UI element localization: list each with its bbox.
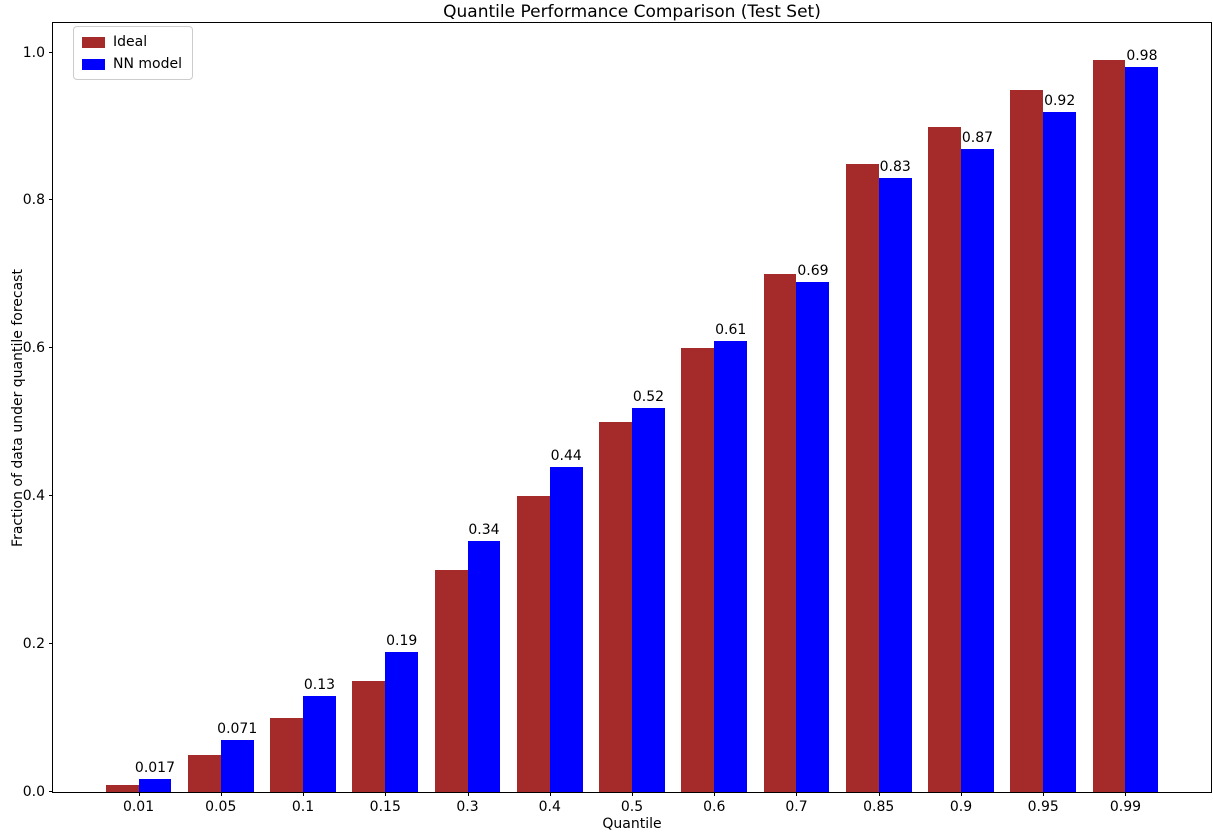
ideal-bar: [763, 274, 797, 792]
y-tick-mark: [49, 51, 53, 53]
x-tick-mark: [796, 792, 798, 796]
bar-value-label: 0.52: [632, 388, 665, 405]
plot-area: Ideal NN model 0.017 0.071 0.13 0.19 0.34 0.4…: [23, 22, 1212, 815]
bar-value-label: 0.98: [1126, 48, 1158, 65]
nn-model-bar: [549, 466, 583, 792]
nn-model-bar: [632, 407, 665, 792]
chart-title: Quantile Performance Comparison (Test Se…: [443, 2, 821, 22]
bar-value-label: 0.87: [961, 129, 994, 146]
x-tick-mark: [549, 792, 551, 796]
x-tick-mark: [1043, 792, 1045, 796]
nn-model-bar: [467, 540, 501, 792]
bar-value-label: 0.071: [217, 720, 258, 737]
x-tick-mark: [138, 792, 140, 796]
nn-model-bar: [960, 148, 994, 792]
x-tick-label: 0.3: [456, 799, 479, 815]
x-tick-mark: [385, 792, 387, 796]
x-tick-label: 0.01: [122, 799, 155, 815]
nn-model-bar: [878, 178, 912, 792]
x-axis-label: Quantile: [602, 816, 662, 832]
x-tick-label: 0.9: [949, 799, 973, 815]
y-tick-mark: [49, 199, 53, 201]
y-axis-label: Fraction of data under quantile forecast: [10, 269, 26, 547]
ideal-bar: [434, 570, 468, 792]
ideal-bar: [187, 755, 221, 792]
ideal-bar: [352, 681, 386, 792]
y-tick-label: 1.0: [22, 44, 45, 61]
nn-model-bar: [385, 651, 419, 792]
ideal-bar: [105, 784, 139, 792]
nn-model-bar: [303, 695, 336, 792]
ideal-bar: [599, 422, 632, 792]
ideal-bar: [928, 126, 961, 792]
x-tick-label: 0.05: [205, 799, 237, 815]
ideal-bar: [845, 163, 879, 792]
ideal-bar: [681, 348, 715, 792]
x-tick-mark: [303, 792, 305, 796]
x-tick-mark: [467, 792, 469, 796]
x-tick-label: 0.6: [703, 799, 726, 815]
ideal-bar: [516, 496, 550, 792]
ideal-bar: [270, 718, 304, 792]
legend-item-nn-model: NN model: [82, 56, 182, 72]
x-tick-mark: [714, 792, 716, 796]
x-tick-label: 0.95: [1027, 799, 1059, 815]
bar-value-label: 0.017: [134, 760, 176, 777]
ideal-bar: [1010, 89, 1044, 792]
y-tick-label: 0.4: [22, 488, 45, 505]
ideal-bar: [1092, 59, 1126, 792]
x-tick-label: 0.85: [863, 799, 895, 815]
legend-label-ideal: Ideal: [113, 34, 148, 50]
ideal-series-swatch: [82, 36, 105, 48]
x-tick-mark: [960, 792, 962, 796]
x-tick-label: 0.15: [369, 799, 401, 815]
bar-value-label: 0.19: [386, 632, 418, 649]
y-tick-label: 0.2: [22, 636, 45, 653]
bar-value-label: 0.61: [715, 321, 747, 338]
y-tick-label: 0.0: [22, 784, 45, 800]
y-tick-mark: [49, 643, 53, 645]
bar-value-label: 0.13: [303, 676, 336, 693]
x-tick-label: 0.1: [291, 799, 315, 815]
bar-value-label: 0.34: [468, 521, 500, 538]
bar-value-label: 0.92: [1044, 92, 1076, 109]
legend: Ideal NN model: [73, 26, 193, 80]
nn-model-bar: [796, 281, 830, 792]
y-tick-mark: [49, 347, 53, 349]
y-tick-label: 0.6: [22, 340, 45, 357]
bar-value-label: 0.83: [879, 159, 911, 176]
y-tick-mark: [49, 791, 53, 792]
nn-model-series-swatch: [82, 58, 105, 70]
nn-model-bar: [1125, 67, 1159, 792]
x-tick-label: 0.4: [538, 799, 561, 815]
y-tick-label: 0.8: [22, 192, 45, 209]
nn-model-bar: [220, 739, 254, 792]
nn-model-bar: [1043, 111, 1077, 792]
x-tick-label: 0.99: [1109, 799, 1142, 815]
x-tick-mark: [878, 792, 880, 796]
x-tick-mark: [632, 792, 633, 796]
x-tick-label: 0.5: [620, 799, 644, 815]
nn-model-bar: [138, 779, 172, 792]
x-tick-mark: [220, 792, 222, 796]
x-tick-mark: [1125, 792, 1127, 796]
legend-item-ideal: Ideal: [82, 34, 182, 50]
bar-value-label: 0.44: [550, 447, 582, 464]
x-tick-label: 0.7: [785, 799, 808, 815]
nn-model-bar: [714, 340, 748, 792]
bar-value-label: 0.69: [797, 262, 829, 279]
legend-label-nn-model: NN model: [113, 56, 182, 72]
y-tick-mark: [49, 495, 53, 497]
